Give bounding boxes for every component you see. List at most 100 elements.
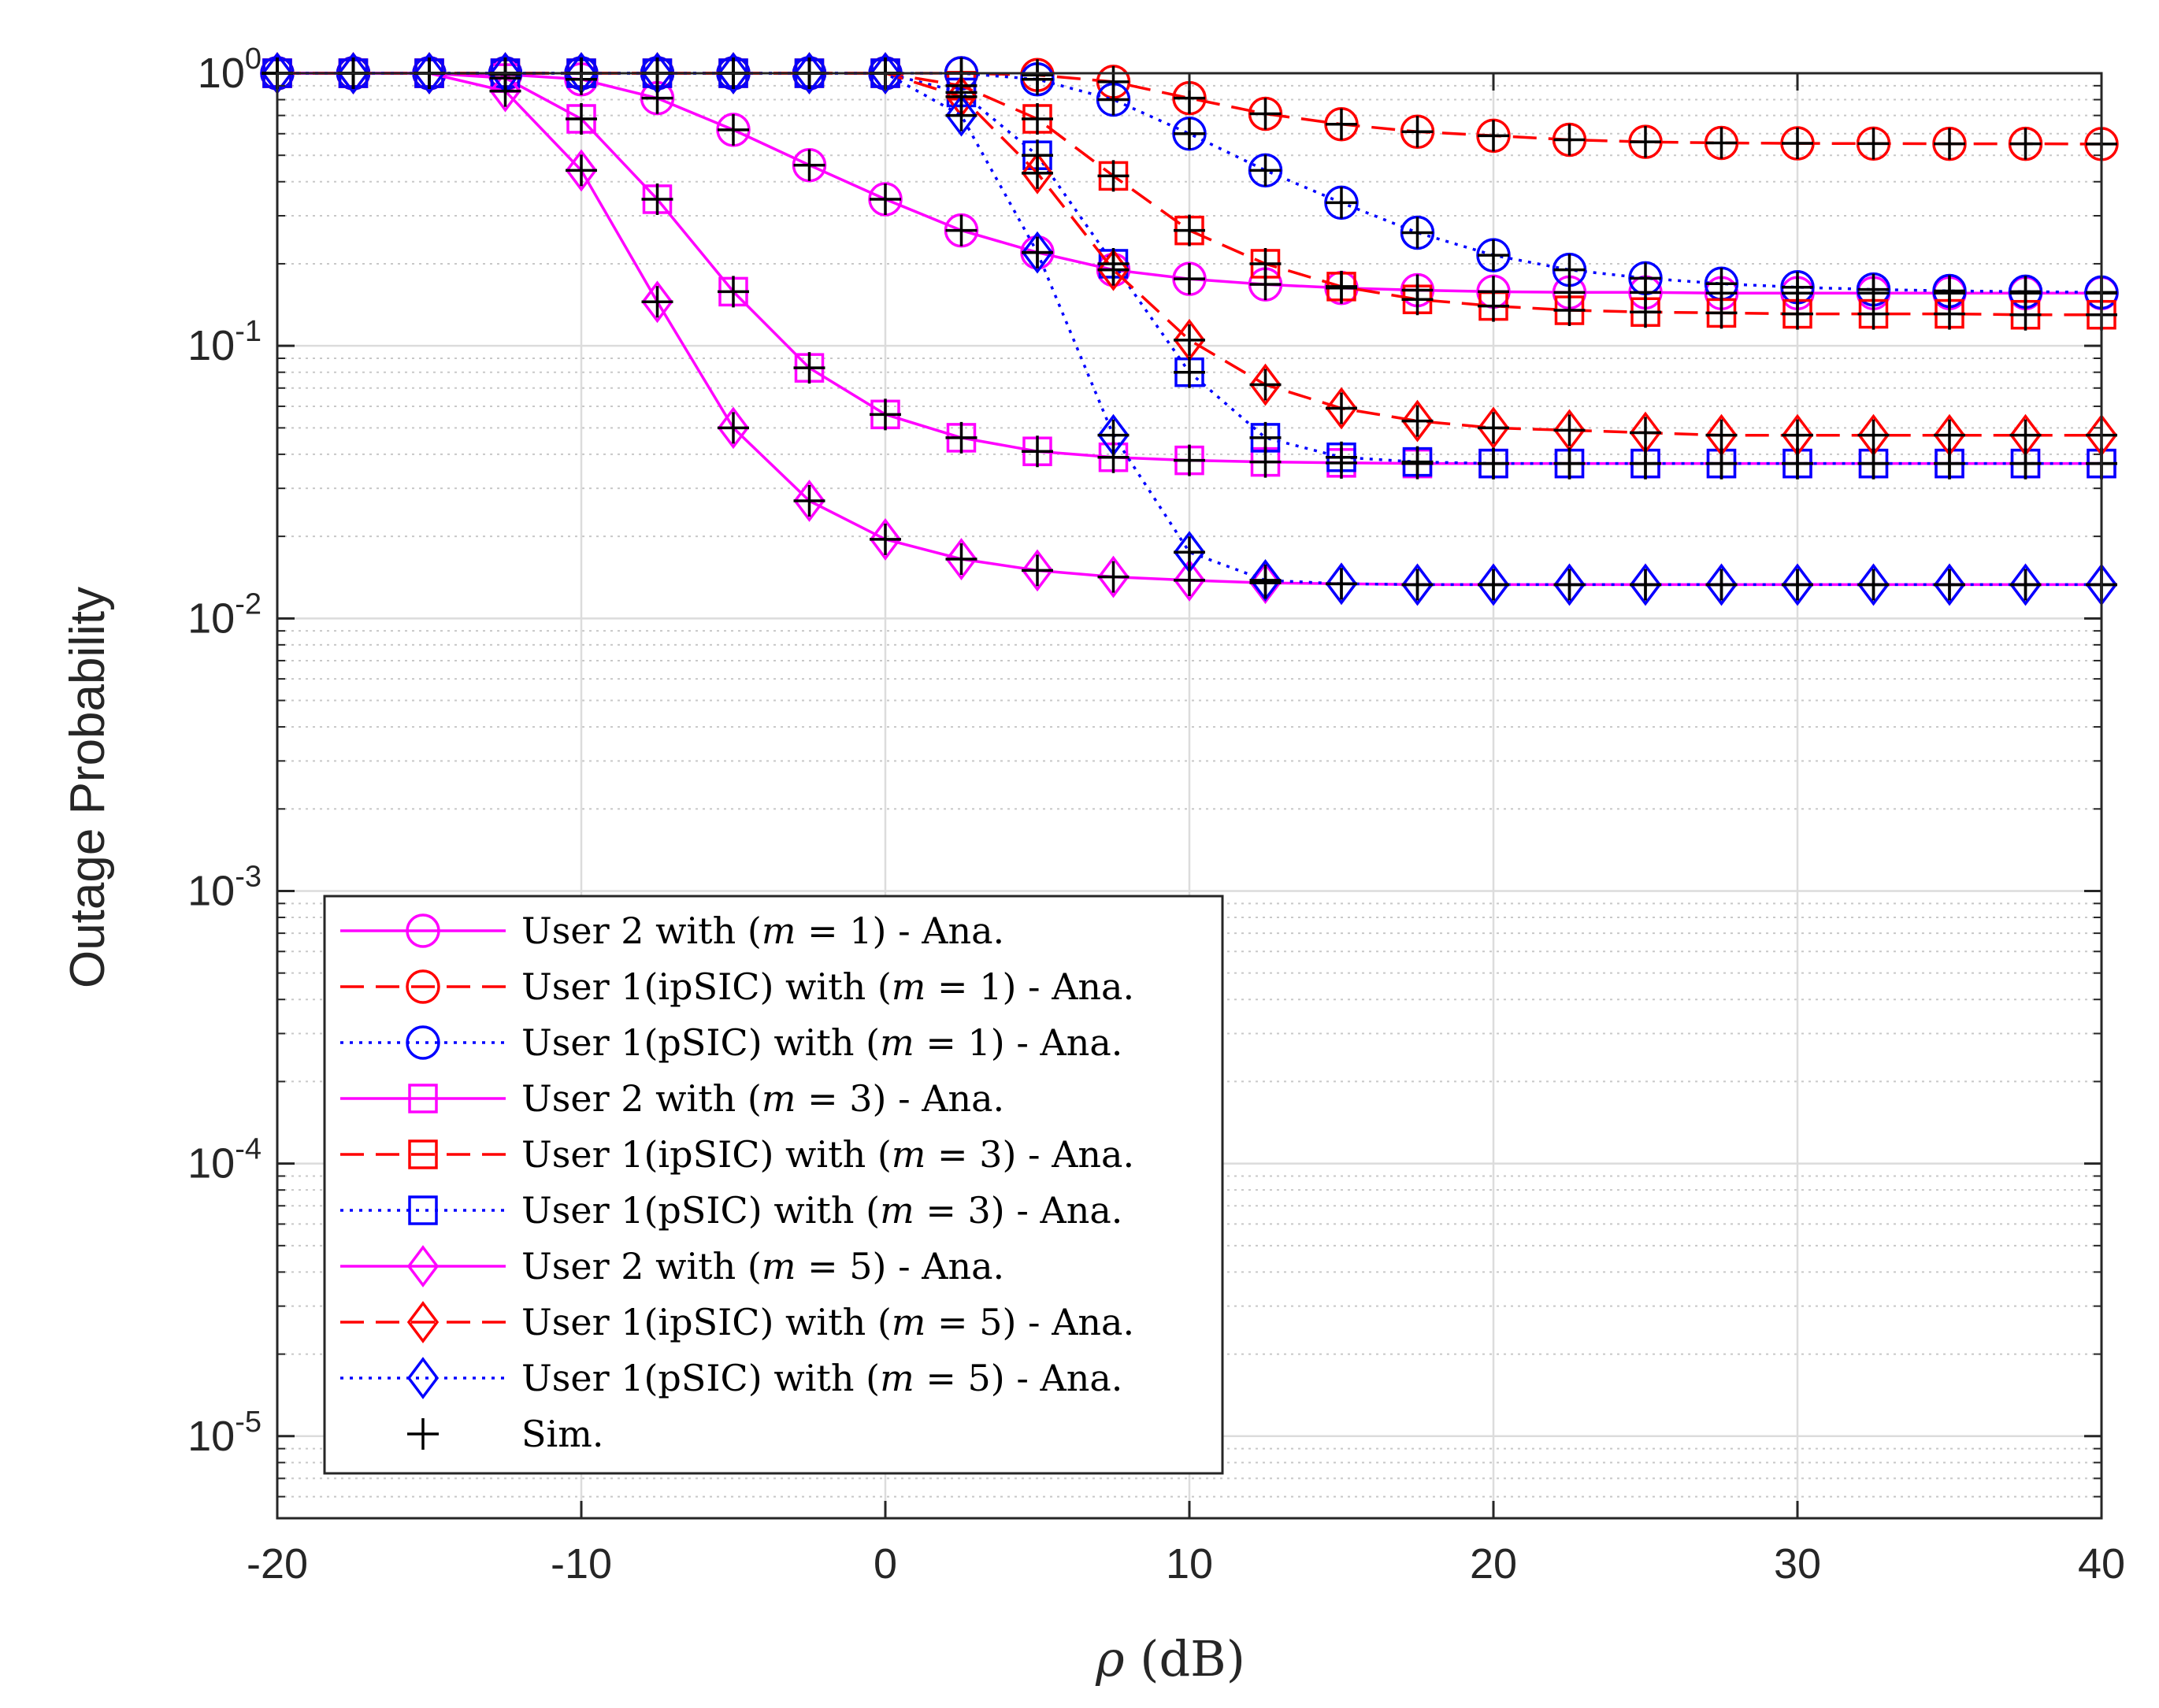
legend-marker xyxy=(406,1245,440,1287)
sim-point xyxy=(1249,369,1282,401)
data-point xyxy=(945,94,977,137)
data-point xyxy=(641,280,673,324)
data-point xyxy=(1477,406,1510,450)
legend-entry-5: User 1(ipSIC) with (m = 3) - Ana. xyxy=(340,1133,1134,1176)
sim-point xyxy=(1857,569,1890,601)
sim-point xyxy=(1401,116,1434,148)
legend-label: User 1(pSIC) with (m = 1) - Ana. xyxy=(521,1021,1122,1064)
data-point xyxy=(1857,563,1890,606)
legend-entry-6: User 1(pSIC) with (m = 3) - Ana. xyxy=(340,1189,1122,1232)
sim-point xyxy=(945,543,977,576)
sim-point xyxy=(1934,419,1965,451)
sim-point xyxy=(1553,414,1586,446)
data-point xyxy=(1401,399,1434,443)
sim-point xyxy=(2009,128,2042,160)
sim-point xyxy=(1249,421,1282,454)
sim-point xyxy=(1249,98,1282,130)
legend-marker xyxy=(406,1357,440,1399)
sim-point xyxy=(1249,564,1282,596)
data-point xyxy=(1325,387,1358,430)
legend-entry-2: User 1(ipSIC) with (m = 1) - Ana. xyxy=(340,965,1134,1008)
sim-point xyxy=(1553,124,1586,156)
sim-point xyxy=(1705,268,1738,300)
data-point xyxy=(565,149,598,192)
legend-marker xyxy=(408,1084,438,1113)
legend-entry-3: User 1(pSIC) with (m = 1) - Ana. xyxy=(340,1021,1122,1064)
data-point xyxy=(1021,151,1054,195)
sim-point xyxy=(1934,569,1965,601)
legend-label: User 1(pSIC) with (m = 3) - Ana. xyxy=(521,1189,1122,1232)
sim-point xyxy=(1630,569,1661,601)
sim-point xyxy=(1022,63,1053,95)
sim-point xyxy=(2009,447,2042,480)
sim-point xyxy=(566,154,597,187)
sim-point xyxy=(793,352,825,384)
data-point xyxy=(869,52,902,94)
legend-label: User 1(ipSIC) with (m = 5) - Ana. xyxy=(521,1301,1134,1343)
sim-point xyxy=(1857,447,1890,480)
sim-point xyxy=(793,149,825,181)
legend-label: User 2 with (m = 3) - Ana. xyxy=(521,1077,1004,1120)
sim-point xyxy=(1782,271,1813,303)
legend-marker xyxy=(406,913,440,948)
legend-marker xyxy=(407,1418,439,1450)
data-point xyxy=(489,69,521,113)
x-tick-label: 40 xyxy=(2078,1540,2125,1588)
legend-marker xyxy=(408,1195,438,1225)
y-tick-label: 10-2 xyxy=(187,587,262,642)
sim-point xyxy=(1478,412,1509,444)
sim-point xyxy=(1857,128,1890,160)
sim-point xyxy=(1174,564,1205,596)
sim-point xyxy=(1022,157,1053,189)
sim-point xyxy=(1022,102,1053,135)
legend-marker xyxy=(406,969,440,1004)
sim-point xyxy=(2009,569,2042,601)
sim-point xyxy=(1705,447,1738,480)
sim-point xyxy=(1782,419,1813,451)
data-point xyxy=(1629,563,1662,606)
sim-point xyxy=(1326,270,1357,302)
sim-point xyxy=(1249,154,1282,187)
legend-label: User 1(ipSIC) with (m = 3) - Ana. xyxy=(521,1133,1134,1176)
data-point xyxy=(413,52,446,94)
sim-point xyxy=(1705,419,1738,451)
y-tick-label: 10-1 xyxy=(187,315,262,369)
sim-point xyxy=(1478,120,1509,152)
sim-point xyxy=(1097,83,1130,116)
data-point xyxy=(945,538,977,580)
sim-point xyxy=(793,484,825,517)
sim-point xyxy=(1174,536,1205,569)
sim-point xyxy=(1553,569,1586,601)
sim-point xyxy=(1782,569,1813,601)
data-point xyxy=(1477,563,1510,606)
sim-point xyxy=(1630,447,1661,480)
sim-point xyxy=(1326,441,1357,473)
sim-point xyxy=(1022,236,1053,269)
legend-label: Sim. xyxy=(521,1413,603,1455)
data-point xyxy=(1401,563,1434,606)
data-point xyxy=(717,52,750,94)
sim-point xyxy=(1174,214,1205,246)
data-point xyxy=(869,518,902,561)
data-point xyxy=(717,406,750,450)
sim-point xyxy=(1705,127,1738,159)
data-point xyxy=(1097,555,1130,598)
sim-point xyxy=(1934,447,1965,480)
sim-point xyxy=(1097,419,1130,451)
sim-point xyxy=(2009,298,2042,331)
sim-point xyxy=(1553,295,1586,327)
sim-point xyxy=(1401,217,1434,249)
sim-point xyxy=(1478,290,1509,322)
sim-point xyxy=(1249,247,1282,280)
sim-point xyxy=(870,523,901,555)
y-tick-label: 10-4 xyxy=(187,1133,262,1187)
sim-point xyxy=(870,183,901,215)
sim-point xyxy=(1401,446,1434,478)
sim-point xyxy=(718,276,749,308)
y-tick-label: 10-3 xyxy=(187,860,262,914)
sim-point xyxy=(1097,254,1130,286)
sim-point xyxy=(870,398,901,431)
sim-point xyxy=(1934,128,1965,160)
legend-label: User 1(ipSIC) with (m = 1) - Ana. xyxy=(521,965,1134,1008)
legend-entry-7: User 2 with (m = 5) - Ana. xyxy=(340,1245,1004,1287)
